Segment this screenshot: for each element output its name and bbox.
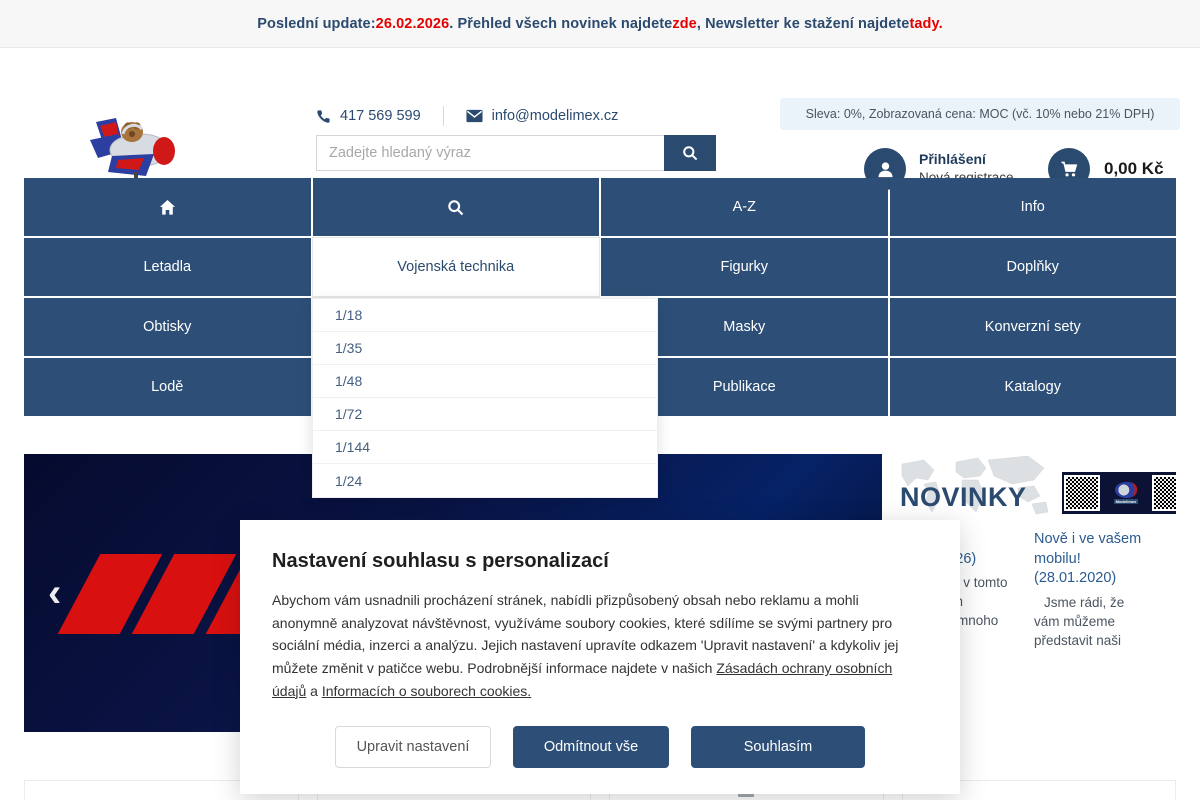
accept-button[interactable]: Souhlasím: [691, 726, 865, 769]
nav-obtisky[interactable]: Obtisky: [24, 298, 311, 356]
mobile-app-banner[interactable]: Modelimex: [1062, 472, 1176, 514]
dropdown-item-1-72[interactable]: 1/72: [313, 398, 657, 431]
privacy-policy-link[interactable]: Zásadách ochrany osobních údajů: [272, 660, 893, 699]
phone-number: 417 569 599: [340, 108, 421, 124]
announcement-date: 26.02.2026: [375, 15, 450, 32]
dialog-title: Nastavení souhlasu s personalizací: [272, 550, 609, 572]
dialog-actions: Upravit nastavení Odmítnout vše Souhlasí…: [272, 726, 928, 769]
announcement-link-news[interactable]: zde: [672, 15, 697, 32]
app-brand-chip: Modelimex: [1113, 499, 1139, 504]
app-banner-center: Modelimex: [1100, 474, 1152, 512]
cart-total: 0,00 Kč: [1104, 159, 1164, 178]
discount-notice: Sleva: 0%, Zobrazovaná cena: MOC (vč. 10…: [780, 98, 1180, 130]
announcement-link-newsletter[interactable]: tady.: [909, 15, 943, 32]
search-bar: [316, 135, 716, 171]
news-title: NOVINKY: [900, 482, 1027, 512]
reject-all-button[interactable]: Odmítnout vše: [513, 726, 669, 769]
carousel-prev-arrow[interactable]: ‹: [48, 571, 62, 615]
mail-icon: [466, 109, 483, 123]
edit-settings-button[interactable]: Upravit nastavení: [335, 726, 491, 769]
news-header: NOVINKY Modelimex: [894, 454, 1176, 524]
nav-lode[interactable]: Lodě: [24, 358, 311, 416]
world-map-icon: [901, 455, 1049, 515]
dialog-body: Abychom vám usnadnili procházení stránek…: [272, 589, 928, 702]
plane-icon: [1115, 482, 1137, 498]
nav-vojenska-technika[interactable]: Vojenská technika: [312, 238, 599, 296]
dialog-body-text-1: Abychom vám usnadnili procházení stránek…: [272, 592, 899, 677]
dropdown-item-1-144[interactable]: 1/144: [313, 431, 657, 464]
nav-konverzni-sety[interactable]: Konverzní sety: [889, 298, 1176, 356]
nav-figurky[interactable]: Figurky: [601, 238, 888, 296]
cookie-consent-dialog: Nastavení souhlasu s personalizací Abych…: [240, 520, 960, 795]
dropdown-item-1-35[interactable]: 1/35: [313, 332, 657, 365]
login-label[interactable]: Přihlášení: [919, 151, 986, 168]
nav-search[interactable]: [312, 178, 599, 236]
announcement-mid2: , Newsletter ke stažení najdete: [696, 15, 910, 32]
email-contact[interactable]: info@modelimex.cz: [466, 108, 619, 124]
search-icon: [448, 199, 464, 215]
dropdown-item-1-24[interactable]: 1/24: [335, 472, 363, 489]
contact-divider: [442, 106, 444, 126]
news-item: Nově i ve vašem mobilu! (28.01.2020) Jsm…: [1034, 530, 1152, 650]
nav-info[interactable]: Info: [889, 178, 1176, 236]
googleplay-qr-icon: [1152, 475, 1176, 511]
nav-letadla[interactable]: Letadla: [24, 238, 311, 296]
dropdown-item-1-48[interactable]: 1/48: [313, 365, 657, 398]
news-item-body: Jsme rádi, že vám můžeme představit naši: [1034, 594, 1125, 648]
announcement-mid: . Přehled všech novinek najdete: [449, 15, 673, 32]
site-header: Modelimex 417 569 599 info@modelimex.cz …: [0, 48, 1200, 195]
nav-home[interactable]: [24, 178, 311, 236]
home-icon: [159, 199, 175, 215]
phone-icon: [316, 109, 331, 124]
announcement-bar: Poslední update: 26.02.2026. Přehled vše…: [0, 0, 1200, 48]
search-submit-button[interactable]: [664, 135, 716, 171]
search-icon: [683, 146, 698, 161]
cookie-info-link[interactable]: Informacích o souborech cookies.: [321, 682, 532, 699]
nav-a-z[interactable]: A-Z: [601, 178, 888, 236]
scale-dropdown-menu: 1/18 1/35 1/48 1/72 1/144 1/24: [312, 298, 658, 498]
nav-doplnky[interactable]: Doplňky: [889, 238, 1176, 296]
phone-contact[interactable]: 417 569 599: [316, 108, 421, 124]
email-address: info@modelimex.cz: [491, 108, 619, 124]
dropdown-item-1-18[interactable]: 1/18: [313, 299, 657, 332]
news-item-title[interactable]: Nově i ve vašem mobilu! (28.01.2020): [1034, 531, 1142, 587]
dialog-body-text-2: a: [306, 682, 322, 699]
contact-row: 417 569 599 info@modelimex.cz: [316, 106, 618, 126]
search-input[interactable]: [316, 135, 664, 171]
announcement-prefix: Poslední update:: [257, 15, 376, 32]
nav-katalogy[interactable]: Katalogy: [889, 358, 1176, 416]
appstore-qr-icon: [1064, 475, 1100, 511]
